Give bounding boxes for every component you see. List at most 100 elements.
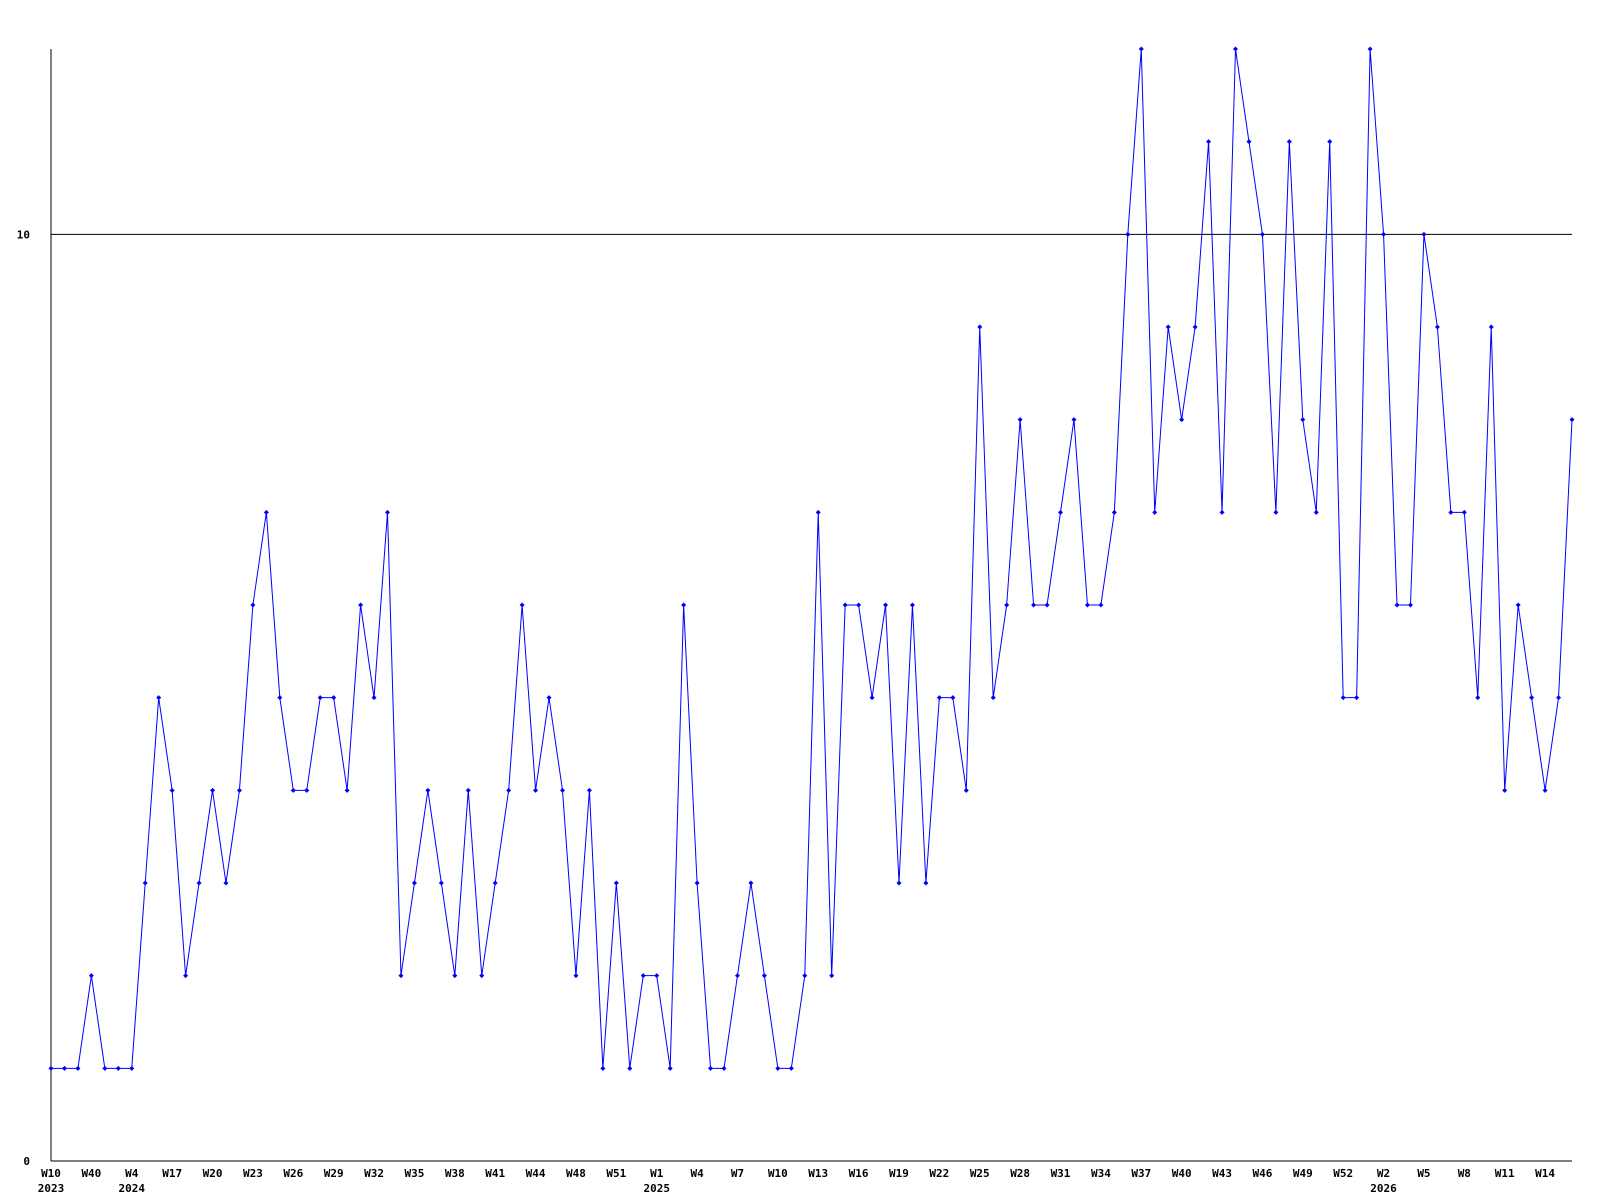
data-point: [1461, 509, 1467, 515]
y-tick-label: 0: [23, 1155, 30, 1168]
data-point: [1138, 46, 1144, 52]
data-point: [1152, 509, 1158, 515]
data-point: [977, 324, 983, 330]
data-point: [1381, 231, 1387, 237]
x-tick-label: W14: [1535, 1167, 1555, 1180]
data-point: [1367, 46, 1373, 52]
data-point: [1448, 509, 1454, 515]
data-point: [519, 602, 525, 608]
data-point: [142, 880, 148, 886]
data-point: [277, 695, 283, 701]
data-point: [479, 973, 485, 979]
data-point: [223, 880, 229, 886]
data-point: [425, 787, 431, 793]
data-point: [1232, 46, 1238, 52]
data-point: [1475, 695, 1481, 701]
x-tick-label: W11: [1495, 1167, 1515, 1180]
x-tick-label: W43: [1212, 1167, 1232, 1180]
data-point: [896, 880, 902, 886]
data-point: [411, 880, 417, 886]
data-point: [61, 1065, 67, 1071]
data-point: [1354, 695, 1360, 701]
data-point: [909, 602, 915, 608]
x-tick-label: W32: [364, 1167, 384, 1180]
x-tick-label: W48: [566, 1167, 586, 1180]
data-point: [546, 695, 552, 701]
data-point: [1542, 787, 1548, 793]
data-point: [1165, 324, 1171, 330]
data-point: [1488, 324, 1494, 330]
data-point: [1219, 509, 1225, 515]
x-tick-label: W34: [1091, 1167, 1111, 1180]
data-point: [950, 695, 956, 701]
x-tick-label: W19: [889, 1167, 909, 1180]
data-point: [654, 973, 660, 979]
data-point: [842, 602, 848, 608]
data-point: [734, 973, 740, 979]
data-point: [385, 509, 391, 515]
data-point: [829, 973, 835, 979]
data-point: [88, 973, 94, 979]
data-point: [1394, 602, 1400, 608]
data-point: [802, 973, 808, 979]
x-tick-label: W5: [1417, 1167, 1430, 1180]
x-tick-label: W37: [1131, 1167, 1151, 1180]
data-point: [1044, 602, 1050, 608]
data-point: [748, 880, 754, 886]
data-point: [263, 509, 269, 515]
data-line: [51, 48, 1573, 1069]
data-point: [815, 509, 821, 515]
data-point: [1569, 417, 1575, 423]
data-point: [573, 973, 579, 979]
x-tick-label: W51: [606, 1167, 626, 1180]
data-point: [1313, 509, 1319, 515]
data-point: [492, 880, 498, 886]
data-point: [290, 787, 296, 793]
data-point: [506, 787, 512, 793]
x-tick-label: W31: [1051, 1167, 1071, 1180]
data-point: [761, 973, 767, 979]
data-point: [1421, 231, 1427, 237]
x-tick-label: W40: [81, 1167, 101, 1180]
x-year-label: 2026: [1370, 1182, 1397, 1195]
data-point: [48, 1065, 54, 1071]
data-point: [1246, 139, 1252, 145]
data-point: [1179, 417, 1185, 423]
data-point: [115, 1065, 121, 1071]
data-point: [438, 880, 444, 886]
data-point: [358, 602, 364, 608]
data-point: [963, 787, 969, 793]
x-tick-label: W38: [445, 1167, 465, 1180]
data-point: [883, 602, 889, 608]
x-tick-label: W25: [970, 1167, 990, 1180]
x-tick-label: W41: [485, 1167, 505, 1180]
data-point: [869, 695, 875, 701]
data-point: [1004, 602, 1010, 608]
data-point: [1111, 509, 1117, 515]
x-tick-label: W4: [125, 1167, 139, 1180]
data-point: [344, 787, 350, 793]
data-point: [1286, 139, 1292, 145]
data-point: [1273, 509, 1279, 515]
data-point: [169, 787, 175, 793]
data-point: [398, 973, 404, 979]
data-point: [304, 787, 310, 793]
data-point: [1340, 695, 1346, 701]
data-point: [923, 880, 929, 886]
data-point: [640, 973, 646, 979]
data-point: [990, 695, 996, 701]
data-point: [1502, 787, 1508, 793]
data-point: [708, 1065, 714, 1071]
data-point: [1259, 231, 1265, 237]
data-point: [196, 880, 202, 886]
data-point: [1327, 139, 1333, 145]
data-point: [1084, 602, 1090, 608]
data-point: [75, 1065, 81, 1071]
x-year-label: 2024: [119, 1182, 146, 1195]
x-tick-label: W49: [1293, 1167, 1313, 1180]
x-tick-label: W7: [731, 1167, 744, 1180]
data-point: [129, 1065, 135, 1071]
data-point: [788, 1065, 794, 1071]
x-year-label: 2025: [643, 1182, 670, 1195]
